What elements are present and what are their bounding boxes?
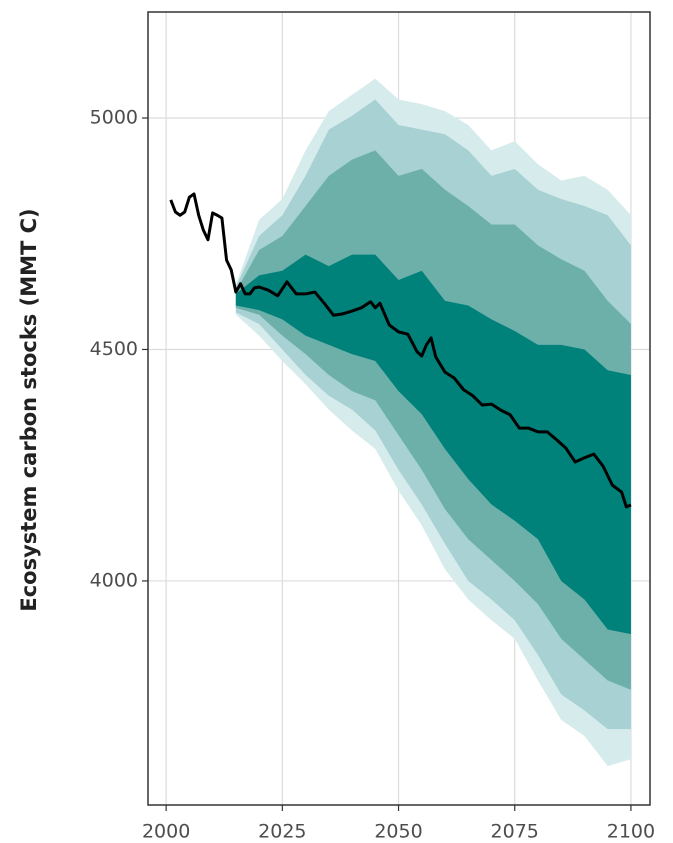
x-tick-label: 2100 (607, 821, 655, 843)
x-tick-label: 2050 (374, 821, 422, 843)
line (169, 192, 632, 509)
x-tick-label: 2025 (258, 821, 306, 843)
x-tick-label: 2075 (491, 821, 539, 843)
panel-border (147, 11, 651, 806)
y-tick-label: 5000 (90, 107, 138, 129)
x-tick-label: 2000 (142, 821, 190, 843)
y-tick-label: 4000 (90, 569, 138, 591)
band (235, 254, 631, 635)
y-tick-label: 4500 (90, 338, 138, 360)
y-axis-label: Ecosystem carbon stocks (MMT C) (17, 208, 41, 611)
